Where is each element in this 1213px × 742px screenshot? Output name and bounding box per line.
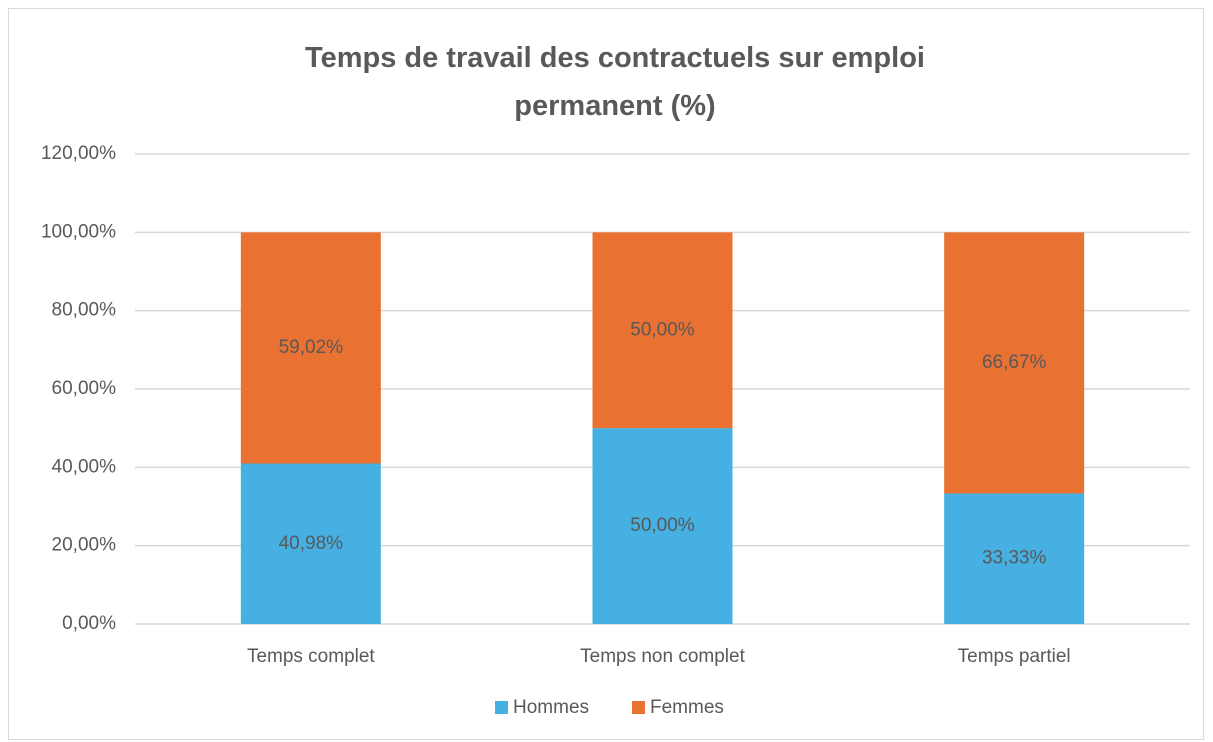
data-label: 59,02% [279, 337, 344, 358]
bar-segment [240, 232, 381, 464]
data-label: 50,00% [630, 319, 695, 340]
legend-label: Femmes [650, 697, 724, 718]
bar-segment [592, 232, 733, 429]
bar-segment [944, 232, 1085, 494]
y-tick-label: 40,00% [52, 456, 117, 477]
bar-segment [240, 463, 381, 624]
x-tick-label: Temps partiel [958, 646, 1071, 667]
y-tick-label: 60,00% [52, 378, 117, 399]
y-tick-label: 0,00% [62, 613, 116, 634]
chart-frame [8, 8, 1204, 740]
chart-title: Temps de travail des contractuels sur em… [305, 42, 925, 122]
bar-segment [944, 493, 1085, 624]
y-tick-label: 20,00% [52, 535, 117, 556]
legend-label: Hommes [513, 697, 589, 718]
data-label: 40,98% [279, 533, 344, 554]
y-tick-label: 100,00% [41, 221, 116, 242]
y-tick-label: 120,00% [41, 143, 116, 164]
bar-segment [592, 428, 733, 624]
data-label: 66,67% [982, 352, 1047, 373]
x-tick-label: Temps complet [247, 646, 375, 667]
x-tick-label: Temps non complet [580, 646, 745, 667]
legend-swatch [632, 701, 645, 714]
y-tick-label: 80,00% [52, 300, 117, 321]
legend-swatch [495, 701, 508, 714]
data-label: 50,00% [630, 515, 695, 536]
data-label: 33,33% [982, 548, 1047, 569]
